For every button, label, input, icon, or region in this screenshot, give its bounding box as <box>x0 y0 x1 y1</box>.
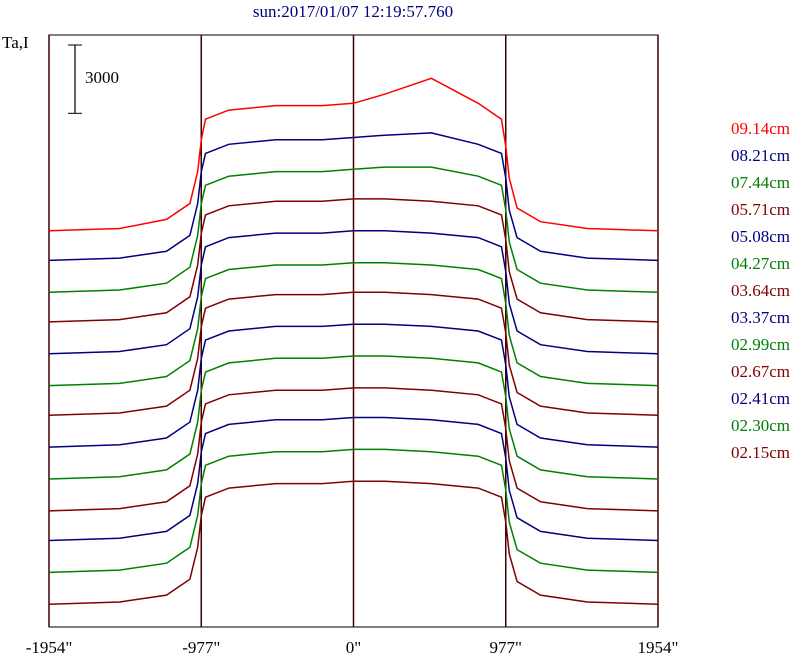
chart-title: sun:2017/01/07 12:19:57.760 <box>253 2 453 21</box>
series-line <box>48 166 659 294</box>
legend-entry: 04.27cm <box>731 254 790 273</box>
series-line <box>48 355 659 480</box>
y-axis-label: Ta,I <box>2 33 29 52</box>
legend-entry: 05.71cm <box>731 200 790 219</box>
x-tick-label: -1954" <box>26 638 73 657</box>
legend-entry: 05.08cm <box>731 227 790 246</box>
legend-entry: 09.14cm <box>731 119 790 138</box>
x-tick-label: 977" <box>490 638 522 657</box>
legend-entry: 07.44cm <box>731 173 790 192</box>
legend-entry: 08.21cm <box>731 146 790 165</box>
series-line <box>48 291 659 416</box>
series-line <box>48 132 659 262</box>
series-line <box>48 198 659 323</box>
series-line <box>48 230 659 355</box>
legend-entry: 02.15cm <box>731 443 790 462</box>
series-line <box>48 77 659 232</box>
series-line <box>48 261 659 387</box>
scale-bar-label: 3000 <box>85 68 119 87</box>
legend-entry: 02.99cm <box>731 335 790 354</box>
x-tick-label: 0" <box>346 638 361 657</box>
legend-entry: 03.64cm <box>731 281 790 300</box>
x-tick-label: 1954" <box>638 638 679 657</box>
series-line <box>48 387 659 512</box>
legend-entry: 02.67cm <box>731 362 790 381</box>
legend-entry: 02.41cm <box>731 389 790 408</box>
legend-entry: 03.37cm <box>731 308 790 327</box>
series-line <box>48 323 659 448</box>
series-line <box>48 448 659 574</box>
legend-entry: 02.30cm <box>731 416 790 435</box>
x-tick-label: -977" <box>182 638 220 657</box>
series-line <box>48 416 659 542</box>
series-line <box>48 480 659 605</box>
